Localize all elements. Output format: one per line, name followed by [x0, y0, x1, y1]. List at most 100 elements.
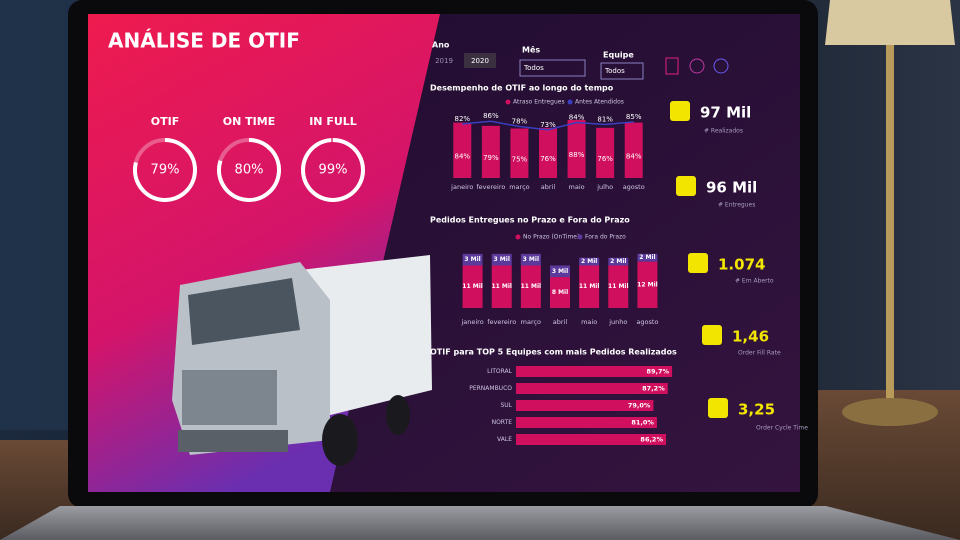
bar	[481, 125, 500, 178]
team-dropdown[interactable]	[600, 62, 644, 80]
gauge-label: ON TIME	[223, 115, 275, 128]
stat-label: # Em Aberto	[735, 278, 774, 285]
x-tick-label: agosto	[623, 183, 645, 191]
filter-value: Todos	[604, 67, 625, 75]
stat-value: 1.074	[718, 256, 765, 274]
lamp-base	[842, 398, 938, 426]
bar	[510, 128, 529, 178]
truck	[172, 255, 432, 466]
x-tick-label: agosto	[636, 318, 658, 326]
legend-label: Atraso Entregues	[513, 99, 565, 106]
chart-title: OTIF para TOP 5 Equipes com mais Pedidos…	[430, 348, 677, 357]
lamp-pole	[886, 45, 894, 405]
bar-label: 11 Mil	[521, 283, 542, 290]
stat-label: # Entregues	[718, 202, 755, 209]
x-tick-label: fevereiro	[487, 318, 516, 326]
legend-label: Fora do Prazo	[585, 234, 626, 241]
bar-label: 3 Mil	[494, 256, 510, 263]
bar-segment	[550, 277, 570, 308]
x-tick-label: março	[509, 183, 529, 191]
line-label: 81%	[597, 116, 613, 124]
icon-bar	[665, 57, 729, 75]
x-tick-label: maio	[569, 183, 585, 191]
y-tick-label: LITORAL	[487, 368, 513, 375]
y-tick-label: PERNAMBUCO	[469, 385, 512, 392]
bar	[624, 122, 643, 178]
y-tick-label: VALE	[497, 436, 512, 443]
bar	[516, 400, 654, 411]
bar-label: 3 Mil	[464, 256, 480, 263]
line-label: 86%	[483, 112, 499, 120]
icon[interactable]	[689, 58, 705, 74]
bar-label: 76%	[597, 155, 613, 163]
bar-segment	[579, 257, 600, 266]
lamp-shade	[825, 0, 955, 45]
stat-icon	[670, 101, 690, 121]
legend-marker	[515, 234, 521, 240]
truck-windshield	[188, 278, 300, 345]
bar-label: 81,0%	[631, 419, 654, 427]
x-tick-label: abril	[541, 183, 556, 191]
month-dropdown[interactable]	[519, 59, 586, 77]
year-button[interactable]	[464, 53, 496, 68]
stat-label: Order Fill Rate	[738, 350, 781, 357]
bar-label: 12 Mil	[637, 281, 658, 288]
chart-title: Pedidos Entregues no Prazo e Fora do Pra…	[430, 216, 630, 225]
stat-label: Order Cycle Time	[756, 425, 808, 432]
laptop-base	[0, 506, 960, 540]
filter-label: Ano	[432, 41, 450, 50]
gauge-value: 80%	[235, 163, 264, 178]
bar-label: 75%	[512, 155, 528, 163]
truck-wheel	[386, 395, 410, 435]
bar-label: 84%	[455, 152, 471, 160]
stat-label: # Realizados	[704, 128, 743, 135]
bar-segment	[550, 265, 570, 278]
line-label: 85%	[626, 113, 642, 121]
dashboard-title: ANÁLISE DE OTIF	[108, 29, 300, 53]
bar-segment	[520, 253, 541, 266]
bar	[539, 127, 557, 178]
legend-label: No Prazo (OnTime)	[523, 234, 579, 241]
gauge-arc	[217, 138, 281, 202]
bar-segment	[579, 265, 600, 308]
bar-segment	[608, 265, 629, 308]
gauge-label: OTIF	[151, 115, 179, 128]
bar-segment	[491, 253, 512, 266]
bar-label: 87,2%	[642, 385, 665, 393]
bar-label: 8 Mil	[552, 289, 568, 296]
y-tick-label: NORTE	[492, 419, 513, 426]
stat-value: 3,25	[738, 401, 775, 419]
line-label: 73%	[540, 121, 556, 129]
icon[interactable]	[665, 57, 679, 75]
x-tick-label: junho	[608, 318, 627, 326]
truck-grille	[182, 370, 277, 425]
bar-label: 2 Mil	[610, 258, 626, 265]
bar-segment	[462, 265, 483, 308]
bar-segment	[608, 257, 629, 266]
x-tick-label: julho	[596, 183, 613, 191]
legend-marker	[505, 99, 511, 105]
bar-label: 11 Mil	[462, 283, 483, 290]
bar-label: 79,0%	[628, 402, 651, 410]
gauge-arc	[301, 138, 365, 202]
bar	[516, 434, 666, 445]
stat-value: 1,46	[732, 328, 769, 346]
bar-label: 76%	[540, 155, 556, 163]
gauge-label: IN FULL	[309, 115, 357, 128]
stat-icon	[688, 253, 708, 273]
stat-icon	[702, 325, 722, 345]
bar-label: 3 Mil	[552, 268, 568, 275]
icon[interactable]	[713, 58, 729, 74]
truck-bumper	[178, 430, 288, 452]
y-tick-label: SUL	[500, 402, 512, 409]
bar-segment	[462, 253, 483, 266]
stat-value: 97 Mil	[700, 104, 751, 122]
bar-label: 88%	[569, 151, 585, 159]
stat-icon	[676, 176, 696, 196]
bar-label: 2 Mil	[581, 258, 597, 265]
bar-label: 84%	[626, 152, 642, 160]
x-tick-label: janeiro	[460, 318, 483, 326]
stat-value: 96 Mil	[706, 179, 757, 197]
